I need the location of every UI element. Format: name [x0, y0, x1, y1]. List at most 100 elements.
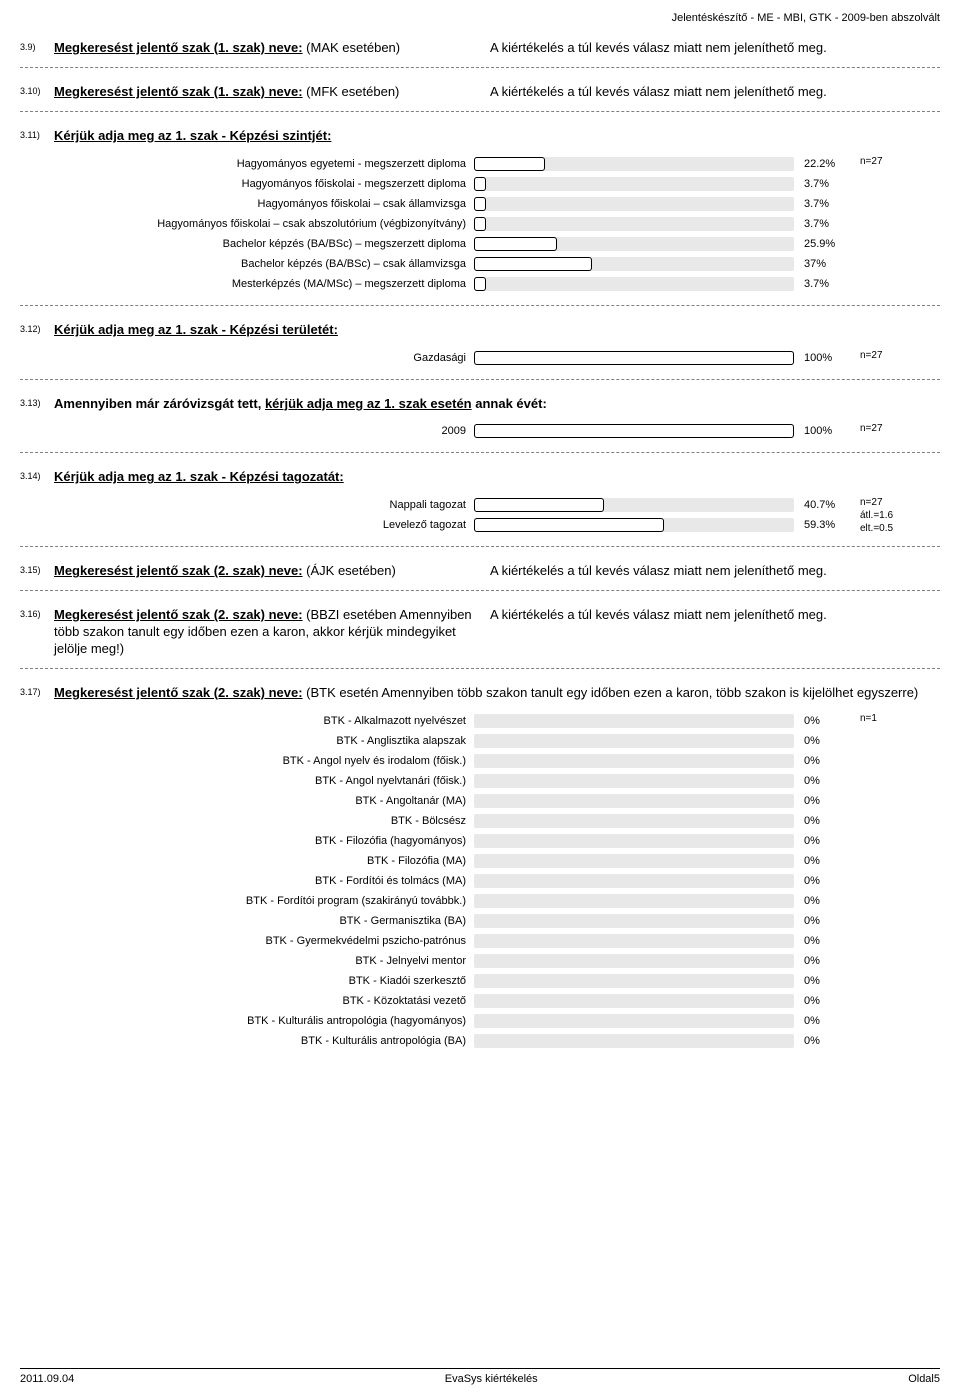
bar-fill [474, 237, 557, 251]
bar-row: 2009100% [54, 422, 860, 440]
bar-label: BTK - Angol nyelv és irodalom (főisk.) [54, 755, 474, 767]
footer-date: 2011.09.04 [20, 1373, 74, 1385]
q-title-plain: (BTK esetén Amennyiben több szakon tanul… [303, 685, 919, 700]
bar-row: Gazdasági100% [54, 349, 860, 367]
bar-percent: 0% [794, 1015, 854, 1027]
separator [20, 305, 940, 306]
question-3-12: 3.12) Kérjük adja meg az 1. szak - Képzé… [20, 322, 940, 369]
bar-row: BTK - Kiadói szerkesztő0% [54, 972, 860, 990]
question-3-11: 3.11) Kérjük adja meg az 1. szak - Képzé… [20, 128, 940, 295]
bar-track [474, 518, 794, 532]
bar-row: Bachelor képzés (BA/BSc) – csak államviz… [54, 255, 860, 273]
bar-percent: 3.7% [794, 198, 854, 210]
bar-row: BTK - Filozófia (hagyományos)0% [54, 832, 860, 850]
q-text: Megkeresést jelentő szak (1. szak) neve:… [54, 40, 480, 57]
q-text: Megkeresést jelentő szak (2. szak) neve:… [54, 607, 480, 658]
bar-track [474, 874, 794, 888]
bar-percent: 0% [794, 755, 854, 767]
bar-percent: 0% [794, 855, 854, 867]
q-message: A kiértékelés a túl kevés válasz miatt n… [480, 563, 940, 578]
q-number: 3.16) [20, 607, 54, 619]
bar-label: Levelező tagozat [54, 519, 474, 531]
bar-fill [474, 424, 794, 438]
bar-row: BTK - Anglisztika alapszak0% [54, 732, 860, 750]
bar-label: Bachelor képzés (BA/BSc) – megszerzett d… [54, 238, 474, 250]
bar-label: Nappali tagozat [54, 499, 474, 511]
q-text: Megkeresést jelentő szak (2. szak) neve:… [54, 563, 480, 580]
footer-center: EvaSys kiértékelés [445, 1373, 538, 1385]
bar-label: Hagyományos főiskolai – csak államvizsga [54, 198, 474, 210]
bar-label: BTK - Germanisztika (BA) [54, 915, 474, 927]
bar-label: BTK - Angol nyelvtanári (főisk.) [54, 775, 474, 787]
bar-track [474, 1014, 794, 1028]
q-number: 3.17) [20, 685, 54, 697]
bar-row: BTK - Gyermekvédelmi pszicho-patrónus0% [54, 932, 860, 950]
separator [20, 590, 940, 591]
q-number: 3.10) [20, 84, 54, 96]
bar-row: BTK - Közoktatási vezető0% [54, 992, 860, 1010]
bar-fill [474, 177, 486, 191]
q-title-underline: Kérjük adja meg az 1. szak - Képzési szi… [54, 128, 331, 143]
q-number: 3.14) [20, 469, 54, 481]
bar-row: BTK - Filozófia (MA)0% [54, 852, 860, 870]
info-line: átl.=1.6 [860, 509, 940, 522]
separator [20, 111, 940, 112]
bar-label: BTK - Angoltanár (MA) [54, 795, 474, 807]
bar-fill [474, 498, 604, 512]
bar-label: Bachelor képzés (BA/BSc) – csak államviz… [54, 258, 474, 270]
q-title-underline: Megkeresést jelentő szak (2. szak) neve: [54, 685, 303, 700]
bar-fill [474, 518, 664, 532]
bar-label: BTK - Fordítói program (szakirányú továb… [54, 895, 474, 907]
q-title-plain: (MFK esetében) [303, 84, 400, 99]
bar-info: n=27átl.=1.6elt.=0.5 [860, 494, 940, 535]
bar-track [474, 237, 794, 251]
bar-track [474, 1034, 794, 1048]
bar-track [474, 854, 794, 868]
q-message: A kiértékelés a túl kevés válasz miatt n… [480, 40, 940, 55]
bar-label: BTK - Kulturális antropológia (BA) [54, 1035, 474, 1047]
bar-info: n=27 [860, 347, 940, 362]
q-text: Megkeresést jelentő szak (1. szak) neve:… [54, 84, 480, 101]
q-text: Megkeresést jelentő szak (2. szak) neve:… [54, 685, 940, 702]
footer-page: Oldal5 [908, 1373, 940, 1385]
bar-percent: 0% [794, 875, 854, 887]
q-title-underline: Megkeresést jelentő szak (2. szak) neve: [54, 563, 303, 578]
q-number: 3.12) [20, 322, 54, 334]
bar-fill [474, 197, 486, 211]
q-number: 3.9) [20, 40, 54, 52]
q-number: 3.15) [20, 563, 54, 575]
bar-percent: 0% [794, 775, 854, 787]
bar-track [474, 157, 794, 171]
bar-row: BTK - Angoltanár (MA)0% [54, 792, 860, 810]
bar-track [474, 754, 794, 768]
bar-track [474, 954, 794, 968]
bar-label: BTK - Anglisztika alapszak [54, 735, 474, 747]
bar-track [474, 498, 794, 512]
bar-label: BTK - Gyermekvédelmi pszicho-patrónus [54, 935, 474, 947]
bar-fill [474, 217, 486, 231]
bar-percent: 100% [794, 352, 854, 364]
bar-row: BTK - Fordítói és tolmács (MA)0% [54, 872, 860, 890]
bar-row: BTK - Angol nyelvtanári (főisk.) 0% [54, 772, 860, 790]
bar-row: Hagyományos főiskolai - megszerzett dipl… [54, 175, 860, 193]
bar-percent: 100% [794, 425, 854, 437]
bar-track [474, 794, 794, 808]
q-text: Kérjük adja meg az 1. szak - Képzési szi… [54, 128, 940, 145]
bar-percent: 0% [794, 815, 854, 827]
q-text: Amennyiben már záróvizsgát tett, kérjük … [54, 396, 940, 413]
bar-track [474, 934, 794, 948]
separator [20, 67, 940, 68]
question-3-16: 3.16) Megkeresést jelentő szak (2. szak)… [20, 607, 940, 658]
q-number: 3.13) [20, 396, 54, 408]
bar-percent: 0% [794, 715, 854, 727]
question-3-15: 3.15) Megkeresést jelentő szak (2. szak)… [20, 563, 940, 580]
bar-label: BTK - Bölcsész [54, 815, 474, 827]
q-title-underline: Kérjük adja meg az 1. szak - Képzési tag… [54, 469, 344, 484]
bar-track [474, 994, 794, 1008]
info-line: elt.=0.5 [860, 522, 940, 535]
bar-track [474, 351, 794, 365]
bar-label: BTK - Filozófia (hagyományos) [54, 835, 474, 847]
bar-track [474, 277, 794, 291]
q-message: A kiértékelés a túl kevés válasz miatt n… [480, 84, 940, 99]
bar-percent: 40.7% [794, 499, 854, 511]
